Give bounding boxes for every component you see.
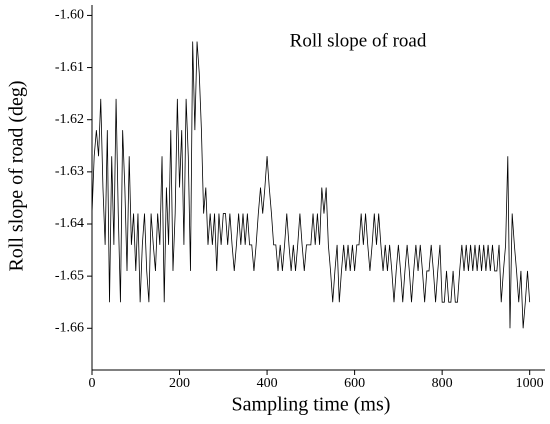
data-line: [91, 41, 531, 329]
x-tick-label: 200: [169, 376, 190, 391]
y-tick-label: -1.65: [55, 268, 84, 283]
y-tick-label: -1.62: [55, 112, 84, 127]
y-tick-label: -1.63: [55, 164, 84, 179]
y-axis-label: Roll slope of road (deg): [6, 80, 28, 271]
y-tick-label: -1.61: [55, 60, 84, 75]
x-tick-label: 600: [344, 376, 365, 391]
x-tick-label: 0: [89, 376, 96, 391]
chart-title: Roll slope of road: [290, 30, 427, 51]
x-axis-label: Sampling time (ms): [232, 394, 391, 416]
y-tick-label: -1.66: [55, 321, 84, 336]
y-tick-label: -1.64: [55, 216, 84, 231]
y-tick-label: -1.60: [55, 8, 84, 23]
x-tick-label: 1000: [516, 376, 544, 391]
x-tick-label: 400: [257, 376, 278, 391]
x-tick-label: 800: [432, 376, 453, 391]
